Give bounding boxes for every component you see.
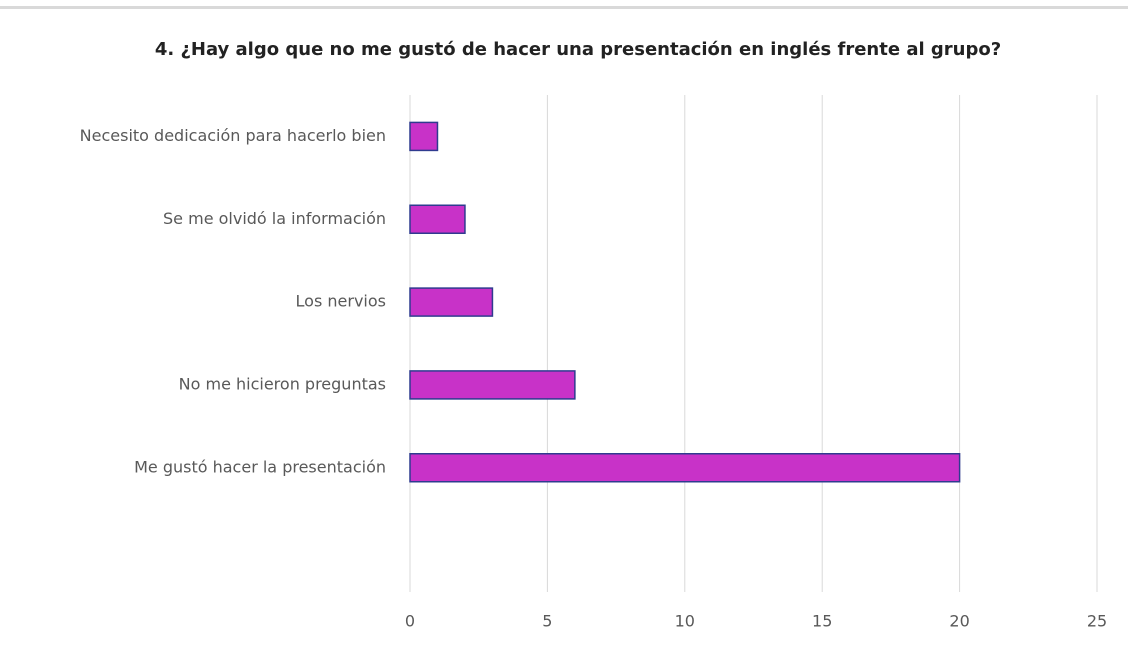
bar (409, 204, 466, 234)
x-tick-label: 10 (675, 612, 695, 631)
bar (409, 287, 494, 317)
x-tick-label: 0 (405, 612, 415, 631)
top-border (0, 6, 1128, 9)
y-tick-label: Necesito dedicación para hacerlo bien (80, 126, 386, 145)
bar (409, 453, 961, 483)
x-tick-label: 15 (812, 612, 832, 631)
bar (409, 370, 576, 400)
chart-title: 4. ¿Hay algo que no me gustó de hacer un… (155, 39, 1001, 60)
x-tick-label: 20 (949, 612, 969, 631)
y-tick-label: No me hicieron preguntas (179, 374, 386, 393)
y-tick-label: Me gustó hacer la presentación (134, 457, 386, 476)
x-tick-label: 5 (542, 612, 552, 631)
y-tick-label: Los nervios (296, 292, 386, 311)
y-tick-label: Se me olvidó la información (163, 209, 386, 228)
bar (409, 121, 439, 152)
x-tick-label: 25 (1087, 612, 1107, 631)
